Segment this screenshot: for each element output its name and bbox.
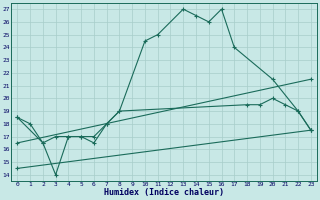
X-axis label: Humidex (Indice chaleur): Humidex (Indice chaleur) bbox=[104, 188, 224, 197]
